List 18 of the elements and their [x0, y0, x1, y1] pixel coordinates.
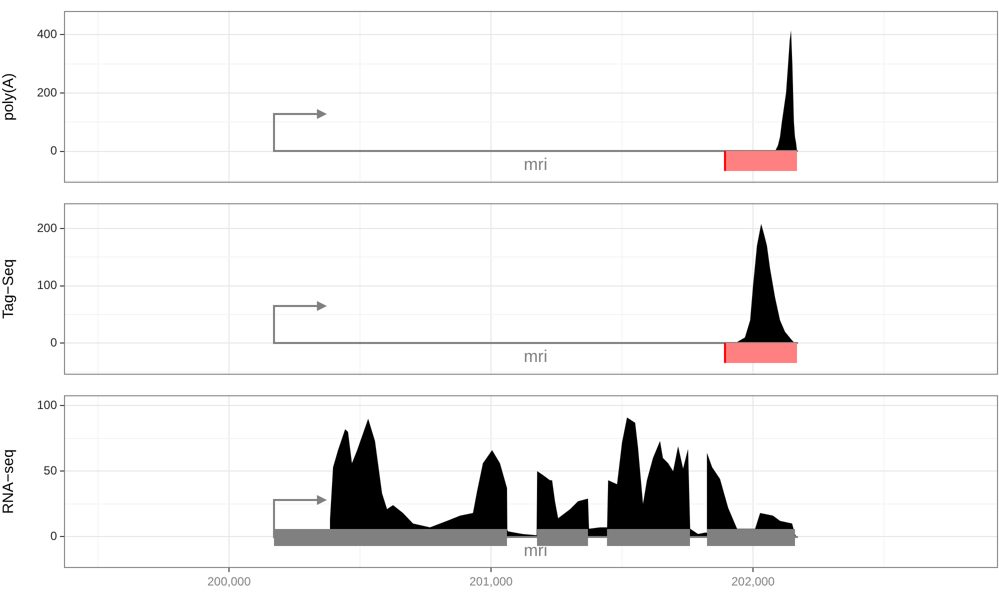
- y-tick-label: 100: [36, 278, 58, 292]
- y-axis-title: RNA−seq: [0, 449, 18, 514]
- annotation: mri: [522, 347, 548, 368]
- y-tick-label: 100: [36, 398, 58, 412]
- y-tick-label: 50: [44, 463, 58, 478]
- y-tick-label: 200: [36, 220, 58, 235]
- y-tick-label: 0: [50, 144, 58, 158]
- x-tick-label: 202,000: [731, 574, 776, 589]
- y-axis-title: Tag−Seq: [0, 259, 18, 319]
- x-tick-label: 200,000: [207, 574, 252, 589]
- y-tick-label: 200: [36, 85, 58, 100]
- annotation: mri: [522, 540, 548, 561]
- y-tick-label: 400: [36, 26, 58, 41]
- annotation: mri: [522, 155, 548, 176]
- y-axis-title: poly(A): [0, 73, 18, 121]
- y-tick-label: 0: [50, 336, 58, 350]
- x-tick-label: 201,000: [469, 574, 514, 589]
- y-tick-label: 0: [50, 528, 58, 543]
